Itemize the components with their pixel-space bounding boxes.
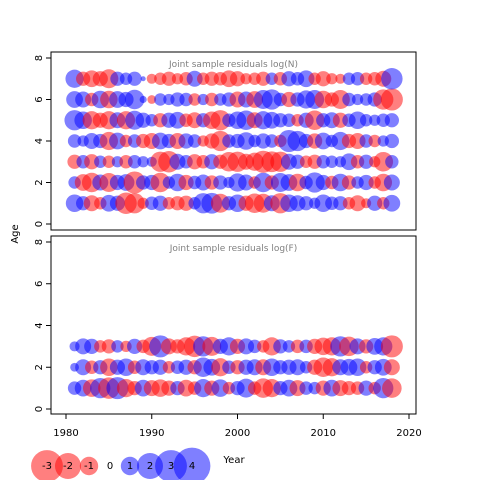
y-tick-label: 2 — [34, 179, 45, 185]
legend-label: -2 — [63, 461, 73, 472]
residual-bubble — [359, 114, 373, 127]
legend-label: 2 — [147, 461, 153, 472]
x-axis-title: Year — [222, 455, 245, 466]
residual-bubble — [147, 95, 157, 104]
residual-bubble — [383, 174, 400, 191]
legend-bubble — [54, 452, 82, 480]
residual-bubble — [385, 155, 399, 169]
residual-bubble — [298, 196, 314, 211]
legend-label: 4 — [189, 461, 195, 472]
residual-bubble — [382, 378, 402, 398]
residual-bubble — [127, 71, 142, 86]
y-tick-label: 0 — [34, 221, 45, 227]
residual-bubble — [380, 335, 403, 358]
y-tick-label: 0 — [34, 406, 45, 412]
residual-bubble — [326, 73, 338, 85]
legend-bubble — [120, 456, 140, 476]
residual-bubble — [229, 71, 246, 87]
residual-bubble — [381, 68, 403, 90]
residual-bubble — [384, 133, 400, 149]
residual-bubble — [380, 88, 403, 111]
residual-bubble — [350, 72, 365, 86]
residual-bubble — [383, 194, 401, 212]
y-tick-label: 6 — [34, 281, 45, 287]
x-axis: 1980 1990 2000 2010 2020 — [53, 414, 422, 439]
legend-label: -1 — [84, 461, 94, 472]
residual-bubble — [102, 155, 116, 168]
residual-bubble — [67, 134, 82, 148]
residual-bubble — [111, 340, 124, 353]
residual-bubble — [358, 154, 374, 169]
x-tick-label: 1990 — [139, 428, 164, 439]
residual-bubble — [325, 155, 339, 168]
x-tick-label: 1980 — [53, 428, 78, 439]
y-tick-label: 8 — [34, 55, 45, 61]
panel-1: 0 2 4 6 8 Joint sample residuals log(N) — [34, 51, 417, 231]
legend-label: 3 — [168, 461, 174, 472]
residual-bubble — [368, 134, 381, 148]
residual-bubble — [127, 155, 142, 169]
residual-bubble — [94, 155, 107, 168]
legend-label: -3 — [42, 461, 52, 472]
residual-bubble — [299, 381, 313, 395]
residual-bubble — [265, 134, 279, 148]
residual-bubble — [139, 95, 147, 104]
legend-label: 0 — [107, 461, 113, 472]
residual-bubble — [240, 73, 252, 85]
residual-bubble — [282, 113, 296, 127]
y-tick-label: 8 — [34, 239, 45, 245]
residual-bubble — [342, 92, 356, 107]
y-axis-title: Age — [10, 224, 21, 243]
residual-bubble — [140, 76, 146, 82]
residual-bubble — [179, 92, 193, 107]
legend-bubble — [173, 447, 211, 480]
residual-bubble — [384, 113, 400, 128]
residual-bubble — [146, 73, 157, 84]
residual-bubble — [124, 89, 145, 110]
residual-bubble — [351, 93, 364, 106]
residual-bubble — [137, 156, 149, 168]
legend-bubble — [31, 450, 63, 480]
panel-title: Joint sample residuals log(N) — [168, 60, 298, 70]
x-tick-label: 2010 — [311, 428, 336, 439]
legend-bubble — [79, 456, 99, 476]
residual-bubble — [383, 359, 400, 376]
panel-title: Joint sample residuals log(F) — [169, 244, 297, 254]
x-tick-label: 2000 — [225, 428, 250, 439]
residual-bubble — [213, 175, 228, 190]
bubble-size-legend: -3 -2 -1 0 1 2 3 4 — [31, 447, 211, 480]
panel-2: 0 2 4 6 8 Joint sample residuals log(F) — [34, 235, 417, 415]
residual-bubble — [359, 134, 373, 148]
residual-bubble — [316, 155, 330, 169]
x-tick-label: 2020 — [396, 428, 421, 439]
legend-label: 1 — [127, 461, 133, 472]
residual-bubble — [124, 193, 145, 214]
residual-bubble — [154, 93, 167, 106]
panels: 0 2 4 6 8 Joint sample residuals log(N) 0 2 4 6 8 J… — [34, 51, 422, 439]
y-tick-label: 4 — [34, 138, 45, 144]
residual-bubble — [205, 92, 219, 107]
residual-bubble — [335, 73, 346, 84]
residual-bubble — [315, 71, 331, 87]
y-tick-label: 4 — [34, 322, 45, 328]
residual-bubble — [349, 195, 366, 212]
y-tick-label: 6 — [34, 96, 45, 102]
residual-bubble — [247, 339, 262, 354]
residual-bubble — [161, 71, 177, 86]
residual-bubble — [188, 93, 201, 106]
residual-bubble — [187, 134, 202, 148]
y-tick-label: 2 — [34, 364, 45, 370]
